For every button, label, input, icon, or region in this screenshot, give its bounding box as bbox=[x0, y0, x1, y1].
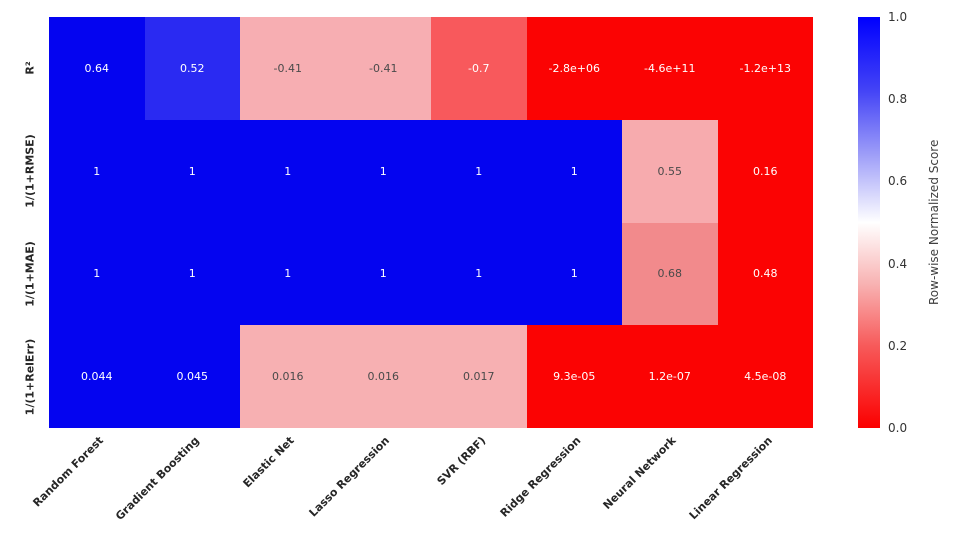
heatmap-cell: 0.68 bbox=[622, 222, 718, 326]
x-axis-label: Linear Regression bbox=[686, 434, 775, 523]
x-axis-label: Neural Network bbox=[600, 434, 679, 513]
heatmap-grid: 0.64 0.52 -0.41 -0.41 -0.7 -2.8e+06 -4.6e+11 -1… bbox=[49, 17, 813, 428]
cell-value: 1 bbox=[188, 267, 196, 281]
cell-value: 1 bbox=[284, 267, 292, 281]
cell-value: -4.6e+11 bbox=[644, 61, 696, 75]
heatmap-cell: 9.3e-05 bbox=[526, 325, 622, 428]
cell-value: 1 bbox=[188, 164, 196, 178]
cell-value: 0.045 bbox=[176, 370, 209, 384]
heatmap-cell: 0.64 bbox=[49, 17, 145, 120]
cell-value: -0.41 bbox=[273, 61, 302, 75]
cell-value: -0.7 bbox=[468, 61, 490, 75]
colorbar-tick-label: 0.4 bbox=[888, 256, 908, 271]
heatmap-cell: -0.41 bbox=[335, 17, 431, 120]
y-axis-label: 1/(1+MAE) bbox=[23, 241, 37, 307]
cell-value: 1 bbox=[93, 267, 101, 281]
colorbar-tick-label: 0.2 bbox=[888, 338, 908, 353]
heatmap-cell: 1 bbox=[431, 119, 527, 223]
cell-value: -1.2e+13 bbox=[739, 61, 791, 75]
heatmap-cell: 1 bbox=[335, 222, 431, 326]
cell-value: 1 bbox=[284, 164, 292, 178]
x-axis-label: Random Forest bbox=[30, 434, 106, 510]
cell-value: 1 bbox=[93, 164, 101, 178]
y-axis-label: 1/(1+RMSE) bbox=[23, 134, 37, 208]
cell-value: 1.2e-07 bbox=[648, 370, 691, 384]
cell-value: -0.41 bbox=[369, 61, 398, 75]
cell-value: 0.52 bbox=[180, 61, 205, 75]
cell-value: 0.044 bbox=[81, 370, 113, 384]
cell-value: -2.8e+06 bbox=[548, 61, 600, 75]
heatmap-cell: 1 bbox=[526, 222, 622, 326]
x-axis-label: Elastic Net bbox=[240, 434, 297, 491]
heatmap-cell: 0.016 bbox=[335, 325, 431, 428]
x-axis-label: Gradient Boosting bbox=[112, 434, 202, 523]
heatmap-cell: 1 bbox=[144, 222, 240, 326]
colorbar-tick-label: 0.0 bbox=[888, 421, 908, 435]
cell-value: 0.68 bbox=[657, 267, 683, 281]
cell-value: 0.017 bbox=[463, 370, 495, 384]
heatmap-cell: 1 bbox=[240, 222, 336, 326]
x-axis-label: Lasso Regression bbox=[306, 434, 393, 520]
cell-value: 1 bbox=[379, 267, 387, 281]
heatmap-cell: 1 bbox=[526, 119, 622, 223]
cell-value: 1 bbox=[570, 267, 578, 281]
heatmap-cell: 1.2e-07 bbox=[622, 325, 718, 428]
heatmap-cell: -2.8e+06 bbox=[526, 17, 622, 120]
heatmap-cell: 4.5e-08 bbox=[717, 325, 813, 428]
y-axis-label: 1/(1+RelErr) bbox=[23, 338, 37, 415]
heatmap-cell: 1 bbox=[240, 119, 336, 223]
colorbar-gradient bbox=[858, 17, 880, 428]
cell-value: 1 bbox=[475, 164, 483, 178]
cell-value: 1 bbox=[570, 164, 578, 178]
colorbar-tick-label: 1.0 bbox=[888, 10, 908, 24]
heatmap-cell: 0.044 bbox=[49, 325, 145, 428]
colorbar-axis-label: Row-wise Normalized Score bbox=[927, 139, 941, 306]
heatmap-cell: 0.55 bbox=[622, 119, 718, 223]
heatmap-cell: 0.52 bbox=[144, 17, 240, 120]
cell-value: 0.016 bbox=[367, 370, 400, 384]
heatmap-cell: 0.045 bbox=[144, 325, 240, 428]
heatmap-cell: 1 bbox=[49, 119, 145, 223]
heatmap-cell: 1 bbox=[335, 119, 431, 223]
heatmap-cell: -0.7 bbox=[431, 17, 527, 120]
x-axis-label: Ridge Regression bbox=[497, 434, 584, 520]
heatmap-cell: 1 bbox=[144, 119, 240, 223]
cell-value: 1 bbox=[379, 164, 387, 178]
colorbar-tick-label: 0.8 bbox=[888, 92, 908, 107]
cell-value: 0.16 bbox=[753, 164, 778, 178]
heatmap-cell: 1 bbox=[431, 222, 527, 326]
cell-value: 1 bbox=[475, 267, 483, 281]
cell-value: 0.48 bbox=[753, 267, 778, 281]
colorbar-tick-label: 0.6 bbox=[888, 174, 908, 189]
heatmap-cell: -1.2e+13 bbox=[717, 17, 813, 120]
cell-value: 0.64 bbox=[84, 61, 110, 75]
y-axis-label: R² bbox=[23, 61, 37, 76]
heatmap-cell: 0.016 bbox=[240, 325, 336, 428]
cell-value: 4.5e-08 bbox=[744, 370, 787, 384]
cell-value: 0.016 bbox=[272, 370, 304, 384]
heatmap-cell: 0.017 bbox=[431, 325, 527, 428]
heatmap-cell: 1 bbox=[49, 222, 145, 326]
cell-value: 0.55 bbox=[657, 164, 683, 178]
cell-value: 9.3e-05 bbox=[553, 370, 596, 384]
x-axis-label: SVR (RBF) bbox=[434, 434, 488, 488]
heatmap-cell: 0.16 bbox=[717, 119, 813, 223]
heatmap-cell: 0.48 bbox=[717, 222, 813, 326]
heatmap-cell: -0.41 bbox=[240, 17, 336, 120]
heatmap-cell: -4.6e+11 bbox=[622, 17, 718, 120]
